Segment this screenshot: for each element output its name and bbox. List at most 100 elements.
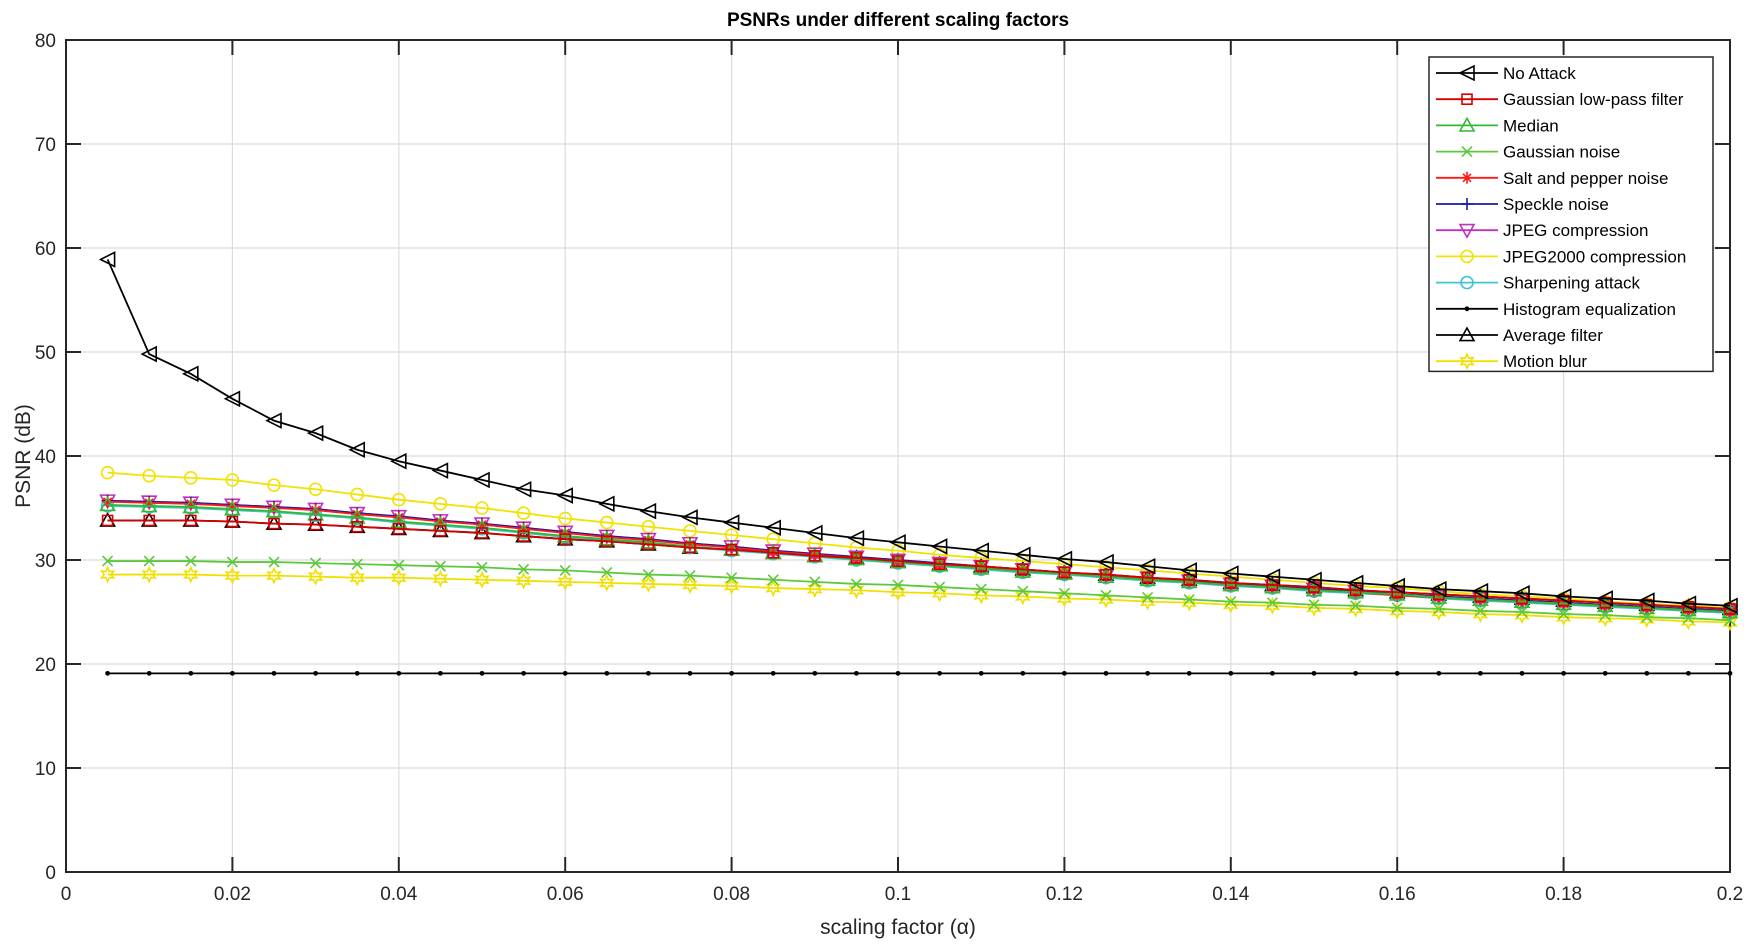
hexagram-marker xyxy=(640,574,657,593)
legend-entry: Motion blur xyxy=(1436,352,1587,371)
legend-label: Speckle noise xyxy=(1503,195,1609,214)
triangle-left-marker xyxy=(1097,553,1114,571)
circle-marker xyxy=(267,478,281,492)
square-marker xyxy=(850,552,863,564)
circle-marker xyxy=(433,497,448,511)
triangle-left-marker xyxy=(972,542,990,559)
hexagram-marker xyxy=(599,573,615,592)
hexagram-marker xyxy=(1639,610,1655,629)
triangle-up-marker xyxy=(265,502,283,518)
hexagram-marker xyxy=(765,579,781,598)
y-axis-label: PSNR (dB) xyxy=(12,404,35,508)
triangle-up-marker xyxy=(1264,578,1281,594)
triangle-left-marker xyxy=(889,534,906,551)
legend-entry: JPEG2000 compression xyxy=(1436,247,1686,266)
hexagram-marker xyxy=(391,568,407,587)
plus-marker xyxy=(1461,198,1473,210)
asterisk-marker xyxy=(351,508,364,521)
hexagram-marker xyxy=(515,571,532,590)
square-marker xyxy=(642,538,655,551)
hexagram-marker xyxy=(1015,587,1031,606)
hexagram-marker xyxy=(474,570,490,589)
x-marker xyxy=(1100,589,1112,601)
asterisk-marker xyxy=(975,561,988,574)
x-marker xyxy=(476,561,488,573)
hexagram-marker xyxy=(807,580,823,599)
triangle-left-marker xyxy=(1458,64,1475,82)
square-marker xyxy=(559,533,572,546)
square-marker xyxy=(1141,571,1154,584)
x-tick-label: 0.12 xyxy=(1046,884,1083,905)
asterisk-marker xyxy=(684,538,696,551)
legend-entry: Gaussian noise xyxy=(1436,143,1620,162)
dot-marker xyxy=(895,670,901,676)
square-marker xyxy=(1682,600,1695,613)
triangle-left-marker xyxy=(1638,592,1655,609)
x-marker xyxy=(1225,596,1237,608)
legend-entry: Median xyxy=(1436,116,1559,135)
dot-marker xyxy=(1270,670,1275,676)
triangle-up-marker xyxy=(598,530,616,546)
y-tick-label: 30 xyxy=(35,551,56,572)
triangle-left-marker xyxy=(1388,577,1405,595)
legend: No Attack Gaussian low-pass filter Median G… xyxy=(1428,56,1714,373)
square-marker xyxy=(143,514,155,527)
triangle-left-marker xyxy=(847,529,865,547)
y-tick-label: 80 xyxy=(35,31,56,52)
dot-marker xyxy=(1311,670,1317,676)
x-marker xyxy=(143,555,155,567)
dot-marker xyxy=(729,670,734,676)
square-marker xyxy=(351,520,364,533)
x-marker xyxy=(684,570,696,582)
hexagram-marker xyxy=(723,577,740,595)
triangle-up-marker xyxy=(1097,567,1115,584)
triangle-left-marker xyxy=(681,509,698,526)
asterisk-marker xyxy=(101,495,114,508)
x-marker xyxy=(1391,602,1403,614)
triangle-left-marker xyxy=(1222,565,1239,582)
triangle-left-marker xyxy=(98,251,116,268)
square-marker xyxy=(600,535,613,548)
x-tick-label: 0.08 xyxy=(713,884,750,905)
x-marker xyxy=(1433,603,1445,615)
triangle-left-marker xyxy=(431,462,449,479)
hexagram-marker xyxy=(973,586,989,605)
x-marker xyxy=(1266,597,1278,609)
triangle-left-marker xyxy=(1596,590,1613,607)
triangle-left-marker xyxy=(764,519,782,537)
circle-marker xyxy=(100,465,115,480)
triangle-left-marker xyxy=(1721,597,1738,615)
triangle-left-marker xyxy=(556,487,574,504)
triangle-left-marker xyxy=(348,441,366,459)
x-tick-label: 0.06 xyxy=(547,884,584,905)
hexagram-marker xyxy=(224,566,241,585)
dot-marker xyxy=(854,670,859,676)
hexagram-marker xyxy=(99,565,116,584)
asterisk-marker xyxy=(1141,572,1154,585)
legend-label: Gaussian noise xyxy=(1503,143,1620,162)
x-marker xyxy=(102,555,114,567)
dot-marker xyxy=(1145,670,1150,676)
asterisk-marker xyxy=(517,522,530,535)
triangle-up-marker xyxy=(140,497,158,513)
dot-marker xyxy=(1561,670,1566,676)
x-tick-label: 0 xyxy=(61,884,72,905)
x-marker xyxy=(268,556,280,568)
chart-title: PSNRs under different scaling factors xyxy=(727,10,1069,31)
x-tick-label: 0.18 xyxy=(1545,884,1582,905)
triangle-up-marker xyxy=(1458,116,1476,132)
asterisk-marker xyxy=(184,497,197,510)
triangle-left-marker xyxy=(306,424,324,442)
triangle-up-marker xyxy=(348,508,366,524)
triangle-left-marker xyxy=(1055,550,1073,568)
triangle-left-marker xyxy=(1679,595,1697,612)
dot-marker xyxy=(230,670,235,676)
y-tick-label: 40 xyxy=(35,447,56,468)
series-line xyxy=(107,505,1731,614)
hexagram-marker xyxy=(307,567,324,586)
triangle-up-marker xyxy=(1458,326,1476,342)
triangle-up-marker xyxy=(1596,597,1614,613)
dot-marker xyxy=(687,670,693,676)
dot-marker xyxy=(1519,670,1525,676)
x-tick-label: 0.16 xyxy=(1379,884,1416,905)
